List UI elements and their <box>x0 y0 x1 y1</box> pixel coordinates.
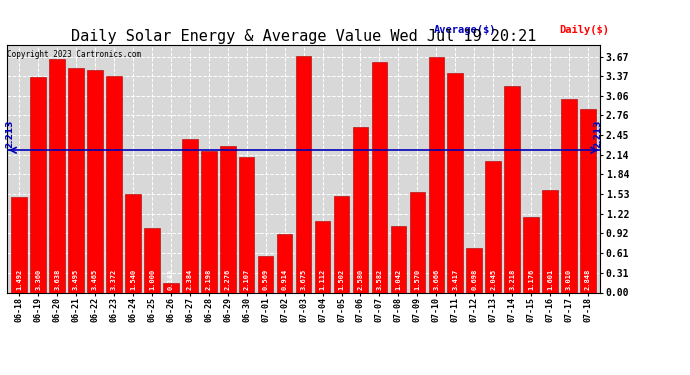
Bar <box>277 234 293 292</box>
Bar <box>30 76 46 292</box>
Bar <box>391 225 406 292</box>
Text: 0.569: 0.569 <box>263 268 268 290</box>
Bar <box>87 70 103 292</box>
Text: 2.213: 2.213 <box>593 119 602 148</box>
Text: Daily($): Daily($) <box>559 25 609 35</box>
Bar <box>504 86 520 292</box>
Bar <box>50 58 65 292</box>
Bar <box>220 146 235 292</box>
Text: 3.582: 3.582 <box>377 268 382 290</box>
Bar <box>580 110 595 292</box>
Bar <box>315 221 331 292</box>
Bar <box>12 196 27 292</box>
Text: 1.570: 1.570 <box>415 268 420 290</box>
Bar <box>239 157 255 292</box>
Text: Copyright 2023 Cartronics.com: Copyright 2023 Cartronics.com <box>8 50 141 58</box>
Bar <box>542 190 558 292</box>
Bar <box>258 256 273 292</box>
Text: 1.176: 1.176 <box>528 268 534 290</box>
Text: 3.417: 3.417 <box>452 268 458 290</box>
Bar <box>448 73 463 292</box>
Text: Average($): Average($) <box>434 25 497 35</box>
Bar <box>410 192 425 292</box>
Text: 0.143: 0.143 <box>168 268 174 290</box>
Text: 3.638: 3.638 <box>54 268 60 290</box>
Bar <box>163 283 179 292</box>
Bar <box>201 151 217 292</box>
Text: 2.213: 2.213 <box>6 119 14 148</box>
Text: 1.000: 1.000 <box>149 268 155 290</box>
Text: 3.372: 3.372 <box>111 268 117 290</box>
Text: 3.360: 3.360 <box>35 268 41 290</box>
Bar <box>485 161 501 292</box>
Bar <box>125 194 141 292</box>
Text: 3.495: 3.495 <box>73 268 79 290</box>
Text: 2.384: 2.384 <box>187 268 193 290</box>
Bar <box>182 139 197 292</box>
Bar <box>523 217 539 292</box>
Text: 3.465: 3.465 <box>92 268 98 290</box>
Bar <box>466 248 482 292</box>
Bar <box>428 57 444 292</box>
Text: 1.601: 1.601 <box>547 268 553 290</box>
Bar <box>372 62 387 292</box>
Text: 0.698: 0.698 <box>471 268 477 290</box>
Bar <box>296 56 311 292</box>
Bar <box>144 228 159 292</box>
Text: 3.666: 3.666 <box>433 268 440 290</box>
Text: 1.042: 1.042 <box>395 268 402 290</box>
Text: 2.580: 2.580 <box>357 268 364 290</box>
Text: 2.045: 2.045 <box>490 268 496 290</box>
Text: 1.112: 1.112 <box>319 268 326 290</box>
Bar <box>561 99 577 292</box>
Bar <box>353 127 368 292</box>
Text: 2.276: 2.276 <box>225 268 230 290</box>
Text: 3.218: 3.218 <box>509 268 515 290</box>
Text: 0.914: 0.914 <box>282 268 288 290</box>
Text: 1.492: 1.492 <box>17 268 22 290</box>
Bar <box>106 76 122 292</box>
Text: 2.107: 2.107 <box>244 268 250 290</box>
Text: 2.198: 2.198 <box>206 268 212 290</box>
Bar <box>334 196 349 292</box>
Title: Daily Solar Energy & Average Value Wed Jul 19 20:21: Daily Solar Energy & Average Value Wed J… <box>71 29 536 44</box>
Text: 3.010: 3.010 <box>566 268 572 290</box>
Text: 1.540: 1.540 <box>130 268 136 290</box>
Text: 1.502: 1.502 <box>339 268 344 290</box>
Text: 3.675: 3.675 <box>301 268 306 290</box>
Text: 2.848: 2.848 <box>585 268 591 290</box>
Bar <box>68 68 84 292</box>
